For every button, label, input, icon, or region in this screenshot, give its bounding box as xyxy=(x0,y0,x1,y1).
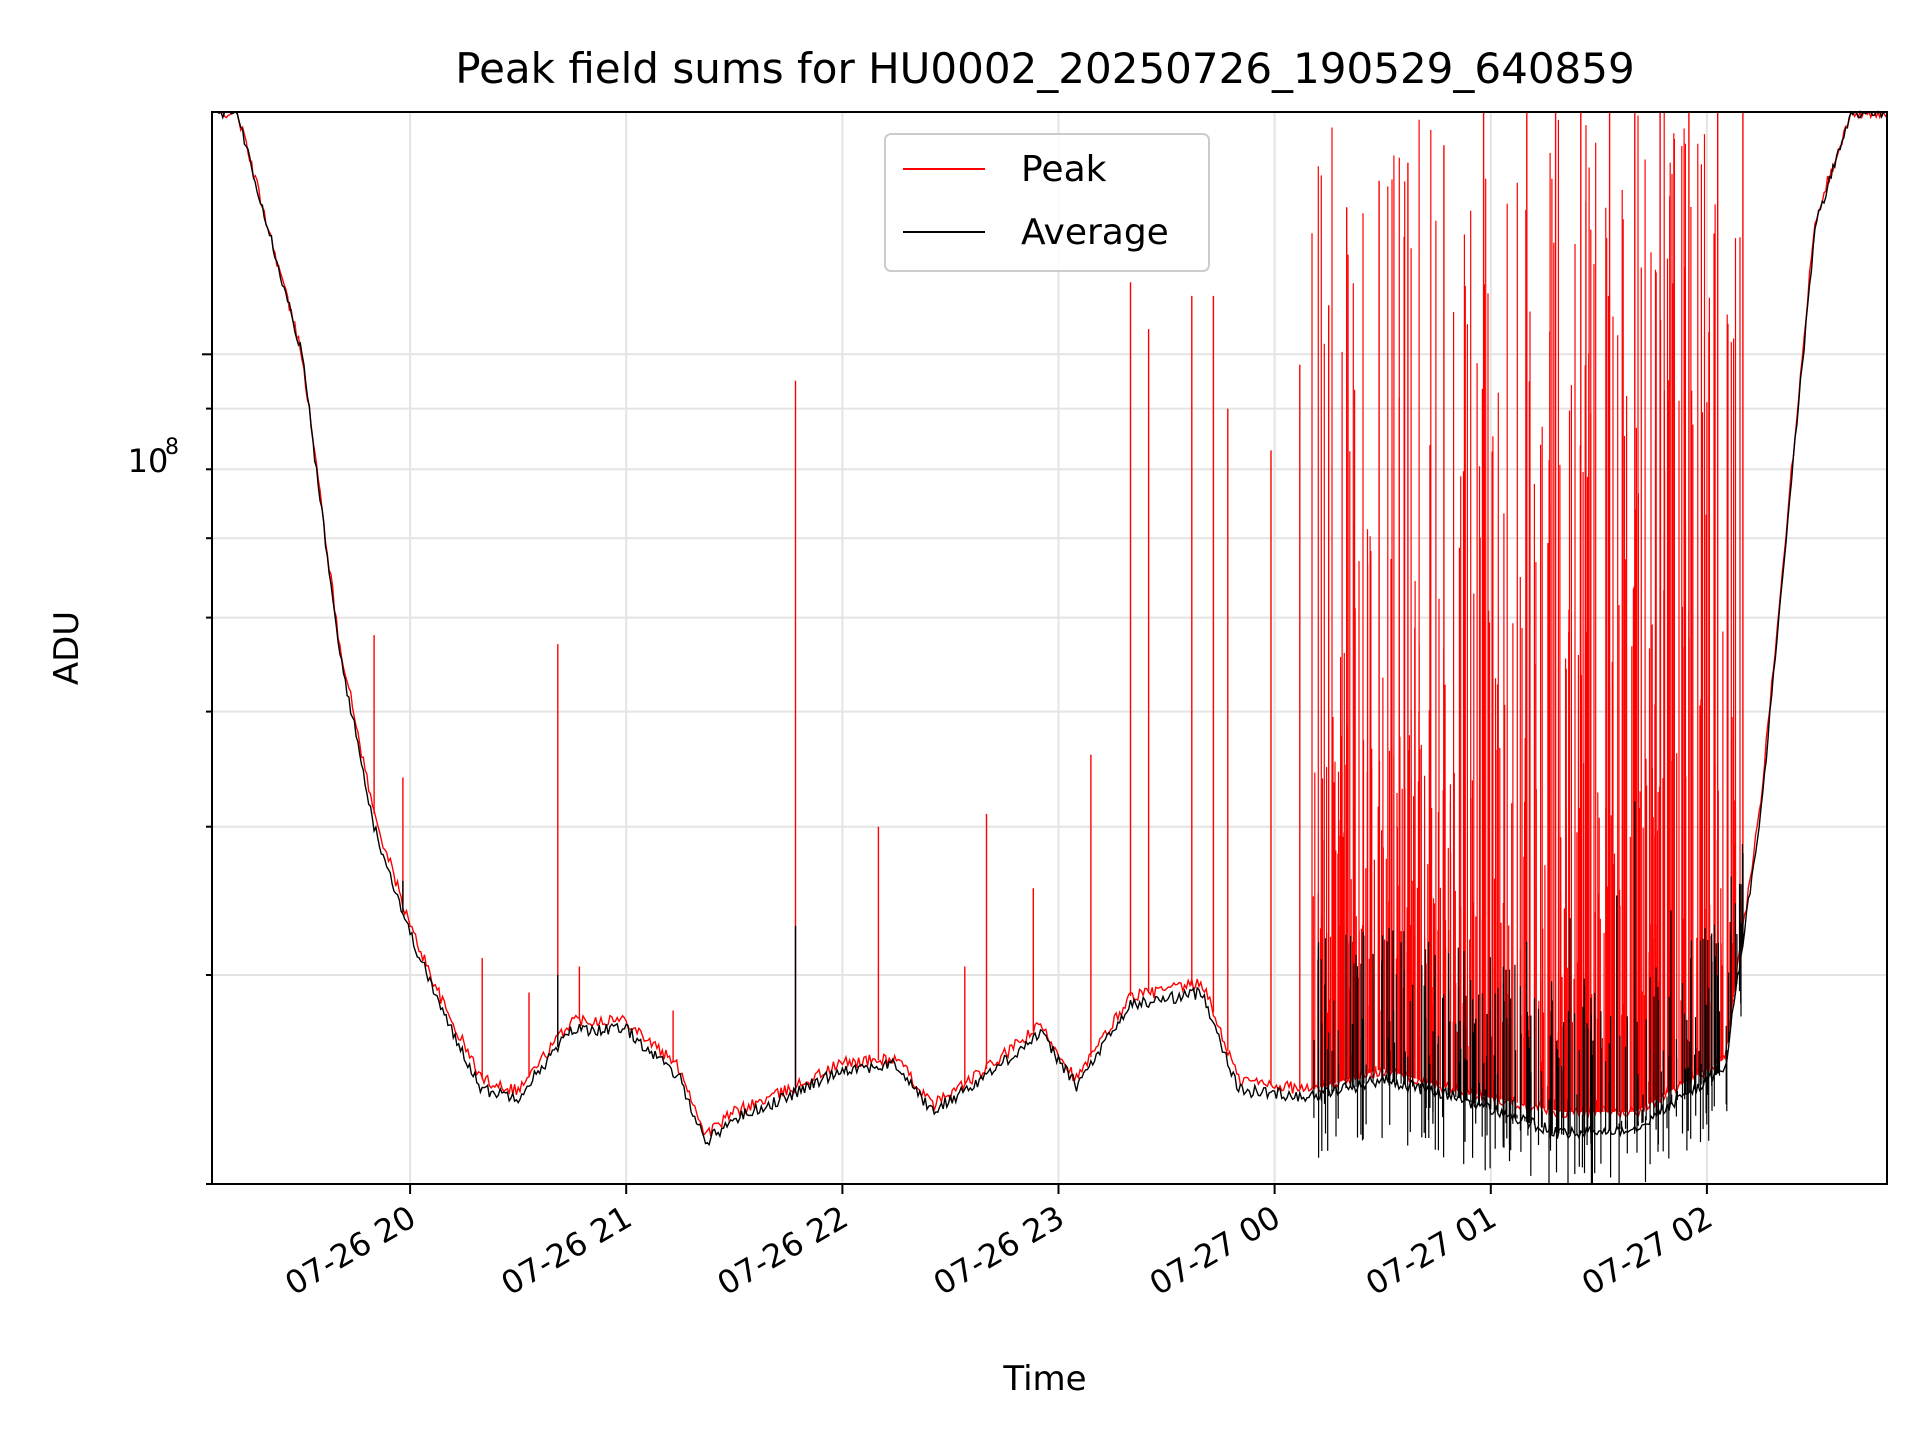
grid-lines xyxy=(212,112,1887,1185)
x-axis-label: Time xyxy=(1002,1359,1086,1399)
y-tick-label-1e8: 10 8 xyxy=(128,435,179,480)
plot-frame xyxy=(211,111,1888,1185)
series-line xyxy=(211,110,1887,1147)
y-axis-ticks xyxy=(202,353,212,1185)
y-tick-label-exponent: 8 xyxy=(165,435,179,460)
y-axis-label: ADU xyxy=(47,611,87,685)
legend-average-label: Average xyxy=(1021,212,1169,253)
series-average xyxy=(211,110,1887,1184)
y-tick-label-base: 10 xyxy=(128,442,169,480)
chart-title: Peak field sums for HU0002_20250726_1905… xyxy=(455,44,1634,93)
plot-series xyxy=(211,109,1888,1184)
legend: Peak Average xyxy=(884,133,1210,272)
legend-peak-label: Peak xyxy=(1021,149,1107,190)
